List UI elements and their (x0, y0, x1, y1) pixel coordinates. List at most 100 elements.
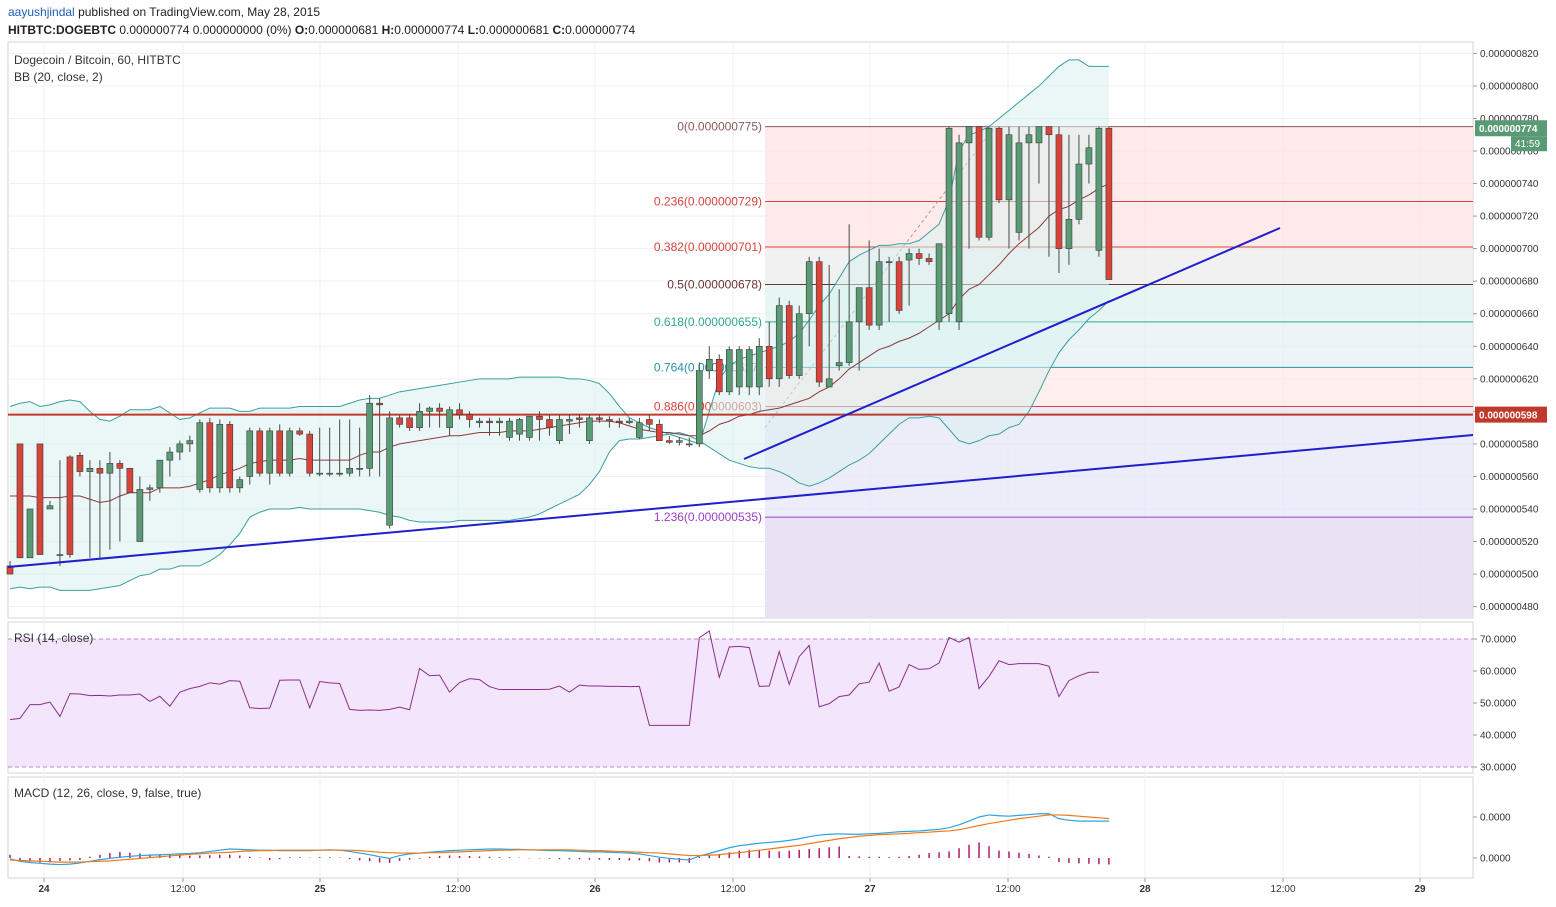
close-label: C: (552, 23, 566, 37)
level-badge (1475, 406, 1547, 423)
candle-body (106, 463, 114, 474)
price-tick-label: 0.000000740 (1480, 179, 1539, 190)
channel-trendline (743, 227, 1281, 460)
candle-body (356, 468, 363, 470)
macd-pane[interactable] (9, 813, 1110, 866)
time-tick-label: 12:00 (720, 884, 745, 895)
fib-zone (765, 201, 1473, 248)
candle-body (336, 472, 343, 475)
time-tick-label: 12:00 (170, 884, 195, 895)
low-value: 0.000000681 (479, 23, 550, 37)
candle-body (626, 420, 633, 424)
candle-body (865, 287, 873, 326)
fib-level-label: 0.618(0.000000655) (654, 315, 762, 329)
candle-body (696, 370, 703, 445)
rsi-tick-label: 70.0000 (1480, 635, 1517, 646)
candle-body (456, 409, 463, 415)
price-tick-label: 0.000000500 (1480, 570, 1539, 581)
candle-body (955, 142, 963, 323)
author-link[interactable]: aayushjindal (8, 5, 75, 19)
candle-body (306, 433, 314, 474)
candle-body (176, 443, 184, 453)
candle-body (56, 554, 64, 556)
candle-body (186, 440, 194, 445)
candle-body (506, 420, 513, 438)
candle-body (935, 243, 943, 323)
candle-body (795, 313, 803, 376)
candle-body (116, 463, 124, 469)
time-tick-label: 12:00 (995, 884, 1020, 895)
candle-body (925, 258, 933, 262)
candle-body (656, 424, 663, 441)
time-tick-label: 27 (864, 884, 876, 895)
candle-body (1075, 163, 1083, 220)
fib-zone (765, 126, 1473, 202)
price-tick-label: 0.000000800 (1480, 81, 1539, 92)
candle-body (536, 415, 543, 420)
candle-body (526, 415, 533, 438)
candle-body (216, 424, 224, 489)
candle-body (725, 349, 733, 393)
level-badge-text: 0.000000598 (1479, 411, 1538, 422)
countdown-badge (1511, 136, 1547, 152)
candle-body (126, 468, 134, 494)
candle-body (416, 411, 423, 428)
countdown-text: 41:59 (1515, 139, 1540, 150)
macd-line (9, 813, 1109, 866)
time-tick-label: 29 (1414, 884, 1426, 895)
candle-body (915, 253, 923, 259)
rsi-tick-label: 60.0000 (1480, 667, 1517, 678)
candle-body (326, 472, 333, 475)
candle-body (765, 345, 773, 380)
fib-level-label: 0.236(0.000000729) (654, 194, 762, 208)
rsi-tick-label: 40.0000 (1480, 731, 1517, 742)
candle-body (76, 454, 84, 472)
price-tick-label: 0.000000640 (1480, 342, 1539, 353)
candle-body (636, 422, 643, 438)
candle-body (1085, 147, 1093, 165)
price-tick-label: 0.000000560 (1480, 472, 1539, 483)
rsi-tick-label: 30.0000 (1480, 763, 1517, 774)
candle-body (835, 362, 843, 367)
candle-body (995, 127, 1003, 201)
candle-body (396, 417, 403, 425)
candle-body (735, 349, 743, 388)
price-tick-label: 0.000000620 (1480, 374, 1539, 385)
candle-body (1065, 219, 1073, 249)
candle-body (296, 430, 304, 435)
symbol-label: HITBTC:DOGEBTC (8, 23, 116, 37)
candle-body (775, 305, 783, 380)
support-trendline (7, 434, 1474, 568)
time-tick-label: 25 (314, 884, 326, 895)
bb-band-fill (10, 59, 1109, 591)
price-pane[interactable]: 0(0.000000775) 0.236(0.000000729) 0.382(0.… (6, 59, 1474, 618)
candle-body (705, 358, 713, 371)
macd-pane-frame (7, 776, 1474, 879)
published-text: published on TradingView.com, May 28, 20… (78, 5, 320, 19)
candle-body (576, 417, 583, 420)
candle-body (236, 479, 244, 489)
pane-title: Dogecoin / Bitcoin, 60, HITBTC (14, 53, 181, 67)
candle-body (496, 420, 503, 424)
price-tick-label: 0.000000480 (1480, 602, 1539, 613)
candle-body (745, 349, 753, 388)
candle-body (286, 430, 294, 474)
price-tick-label: 0.000000540 (1480, 504, 1539, 515)
candle-body (676, 440, 683, 443)
fib-level-label: 0(0.000000775) (677, 120, 762, 134)
candle-body (156, 459, 164, 489)
price-tick-label: 0.000000720 (1480, 212, 1539, 223)
price-tick-label: 0.000000520 (1480, 537, 1539, 548)
candle-body (885, 261, 893, 263)
rsi-pane[interactable] (8, 630, 1473, 768)
candle-body (486, 420, 493, 424)
candle-body (276, 430, 284, 474)
candle-body (616, 420, 623, 424)
last-price-badge (1475, 120, 1547, 137)
macd-title: MACD (12, 26, close, 9, false, true) (14, 786, 201, 800)
candle-body (346, 468, 353, 474)
fib-zone-extension (765, 517, 1473, 618)
price-tick-label: 0.000000760 (1480, 147, 1539, 158)
candle-body (805, 261, 813, 315)
